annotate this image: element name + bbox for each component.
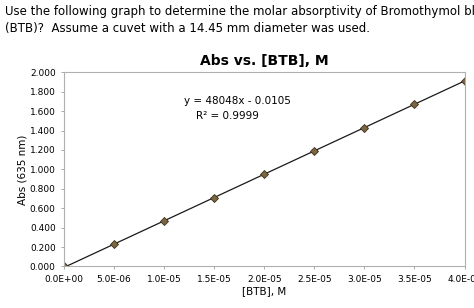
Y-axis label: Abs (635 nm): Abs (635 nm): [17, 134, 27, 205]
Text: Use the following graph to determine the molar absorptivity of Bromothymol blue: Use the following graph to determine the…: [5, 5, 474, 18]
Text: (BTB)?  Assume a cuvet with a 14.45 mm diameter was used.: (BTB)? Assume a cuvet with a 14.45 mm di…: [5, 22, 370, 34]
X-axis label: [BTB], M: [BTB], M: [242, 286, 286, 297]
Text: R² = 0.9999: R² = 0.9999: [196, 111, 259, 121]
Title: Abs vs. [BTB], M: Abs vs. [BTB], M: [200, 55, 328, 68]
Text: y = 48048x - 0.0105: y = 48048x - 0.0105: [184, 96, 291, 106]
